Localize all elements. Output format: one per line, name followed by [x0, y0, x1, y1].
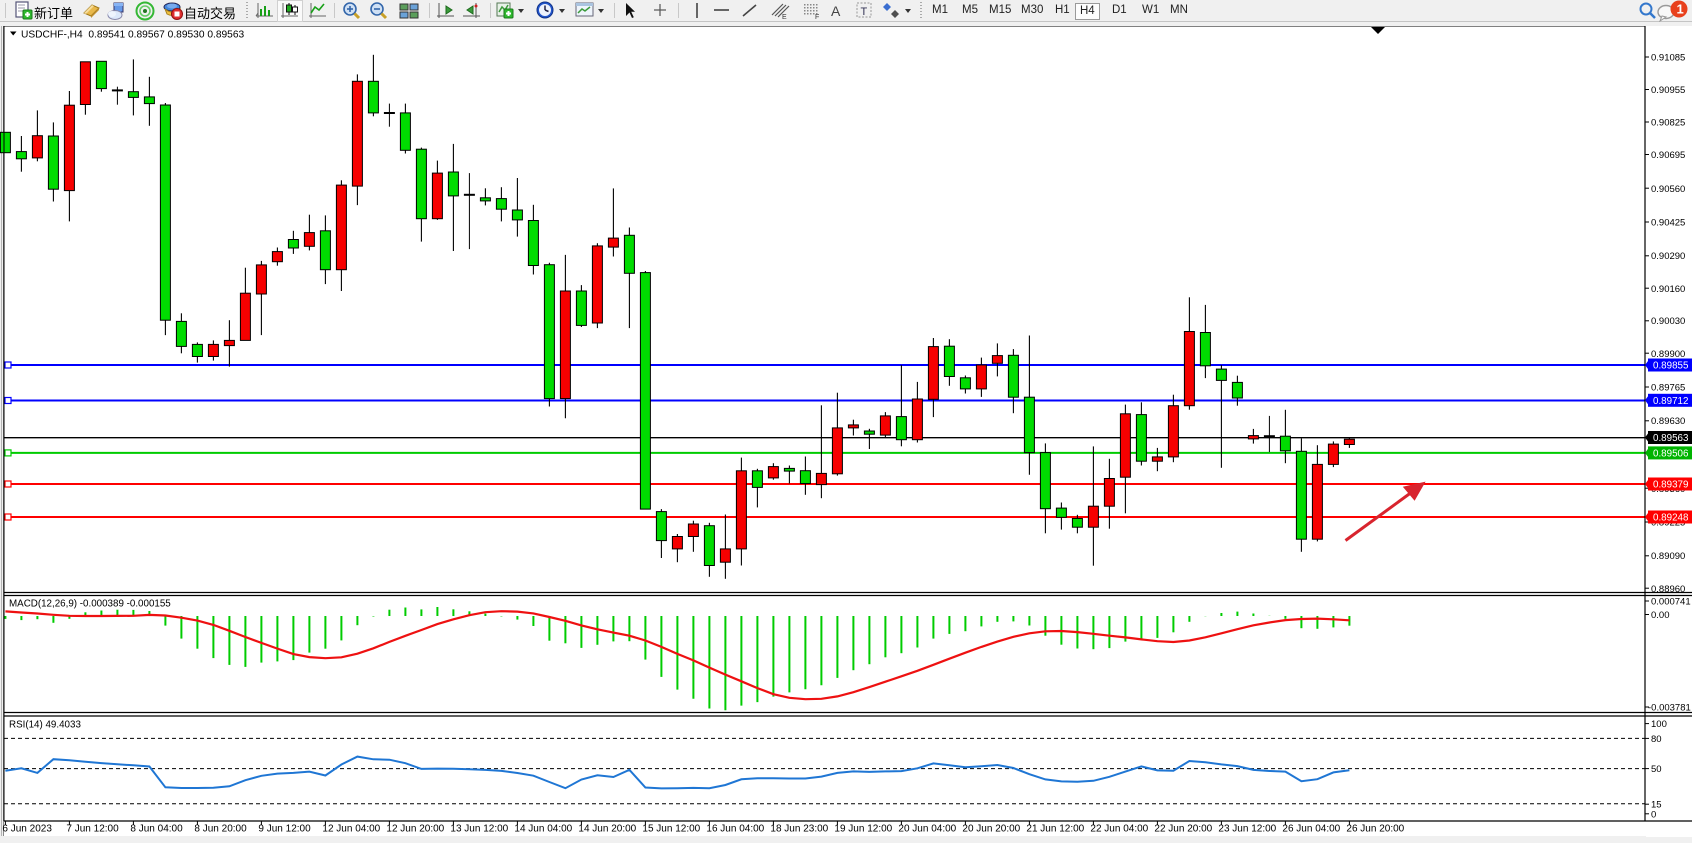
svg-text:-0.003781: -0.003781 [1648, 703, 1691, 714]
svg-text:0.90955: 0.90955 [1651, 85, 1685, 96]
svg-text:0.89090: 0.89090 [1651, 551, 1685, 562]
svg-text:0.89630: 0.89630 [1651, 416, 1685, 427]
svg-text:13 Jun 12:00: 13 Jun 12:00 [450, 824, 508, 835]
svg-text:18 Jun 23:00: 18 Jun 23:00 [770, 824, 828, 835]
svg-text:0.90425: 0.90425 [1651, 218, 1685, 229]
svg-text:23 Jun 12:00: 23 Jun 12:00 [1218, 824, 1276, 835]
svg-text:9 Jun 12:00: 9 Jun 12:00 [258, 824, 311, 835]
svg-text:0.89248: 0.89248 [1653, 513, 1689, 524]
svg-text:15: 15 [1651, 800, 1662, 811]
svg-text:0.89765: 0.89765 [1651, 383, 1685, 394]
svg-text:22 Jun 20:00: 22 Jun 20:00 [1154, 824, 1212, 835]
svg-text:0: 0 [1651, 809, 1656, 820]
svg-text:15 Jun 12:00: 15 Jun 12:00 [642, 824, 700, 835]
svg-text:0.90695: 0.90695 [1651, 150, 1685, 161]
svg-text:8 Jun 20:00: 8 Jun 20:00 [194, 824, 247, 835]
svg-text:12 Jun 20:00: 12 Jun 20:00 [386, 824, 444, 835]
svg-text:14 Jun 20:00: 14 Jun 20:00 [578, 824, 636, 835]
svg-text:14 Jun 04:00: 14 Jun 04:00 [514, 824, 572, 835]
svg-text:E: E [782, 14, 787, 21]
svg-text:0.89712: 0.89712 [1653, 396, 1688, 407]
svg-text:20 Jun 20:00: 20 Jun 20:00 [962, 824, 1020, 835]
svg-text:12 Jun 04:00: 12 Jun 04:00 [322, 824, 380, 835]
svg-text:22 Jun 04:00: 22 Jun 04:00 [1090, 824, 1148, 835]
svg-text:0.89900: 0.89900 [1651, 349, 1685, 360]
svg-text:50: 50 [1651, 764, 1662, 775]
svg-text:0.89563: 0.89563 [1653, 433, 1689, 444]
svg-text:8 Jun 04:00: 8 Jun 04:00 [130, 824, 183, 835]
svg-text:T: T [861, 6, 868, 18]
svg-text:0.00: 0.00 [1651, 610, 1670, 621]
svg-text:0.89506: 0.89506 [1653, 448, 1689, 459]
svg-text:0.91085: 0.91085 [1651, 53, 1685, 64]
svg-text:F: F [815, 14, 819, 21]
svg-text:6 Jun 2023: 6 Jun 2023 [2, 824, 52, 835]
svg-text:A: A [831, 3, 841, 19]
svg-text:0.88960: 0.88960 [1651, 584, 1685, 595]
svg-text:0.89379: 0.89379 [1653, 480, 1688, 491]
svg-text:20 Jun 04:00: 20 Jun 04:00 [898, 824, 956, 835]
svg-text:80: 80 [1651, 734, 1662, 745]
svg-text:100: 100 [1651, 719, 1667, 730]
svg-text:16 Jun 04:00: 16 Jun 04:00 [706, 824, 764, 835]
svg-text:0.90560: 0.90560 [1651, 184, 1685, 195]
svg-text:7 Jun 12:00: 7 Jun 12:00 [66, 824, 119, 835]
svg-text:USDCHF-,H4 0.89541 0.89567 0.: USDCHF-,H4 0.89541 0.89567 0.89530 0.895… [21, 30, 244, 41]
svg-text:0.000741: 0.000741 [1651, 597, 1691, 608]
svg-text:0.89855: 0.89855 [1653, 361, 1689, 372]
svg-text:0.90030: 0.90030 [1651, 316, 1685, 327]
svg-text:0.90290: 0.90290 [1651, 251, 1685, 262]
svg-text:21 Jun 12:00: 21 Jun 12:00 [1026, 824, 1084, 835]
svg-text:1: 1 [1677, 2, 1684, 17]
svg-text:0.90825: 0.90825 [1651, 118, 1685, 129]
svg-text:RSI(14) 49.4033: RSI(14) 49.4033 [9, 720, 81, 731]
svg-text:MACD(12,26,9) -0.000389 -0.000: MACD(12,26,9) -0.000389 -0.000155 [9, 599, 171, 610]
svg-text:26 Jun 20:00: 26 Jun 20:00 [1346, 824, 1404, 835]
svg-text:26 Jun 04:00: 26 Jun 04:00 [1282, 824, 1340, 835]
svg-text:0.90160: 0.90160 [1651, 284, 1685, 295]
svg-text:19 Jun 12:00: 19 Jun 12:00 [834, 824, 892, 835]
